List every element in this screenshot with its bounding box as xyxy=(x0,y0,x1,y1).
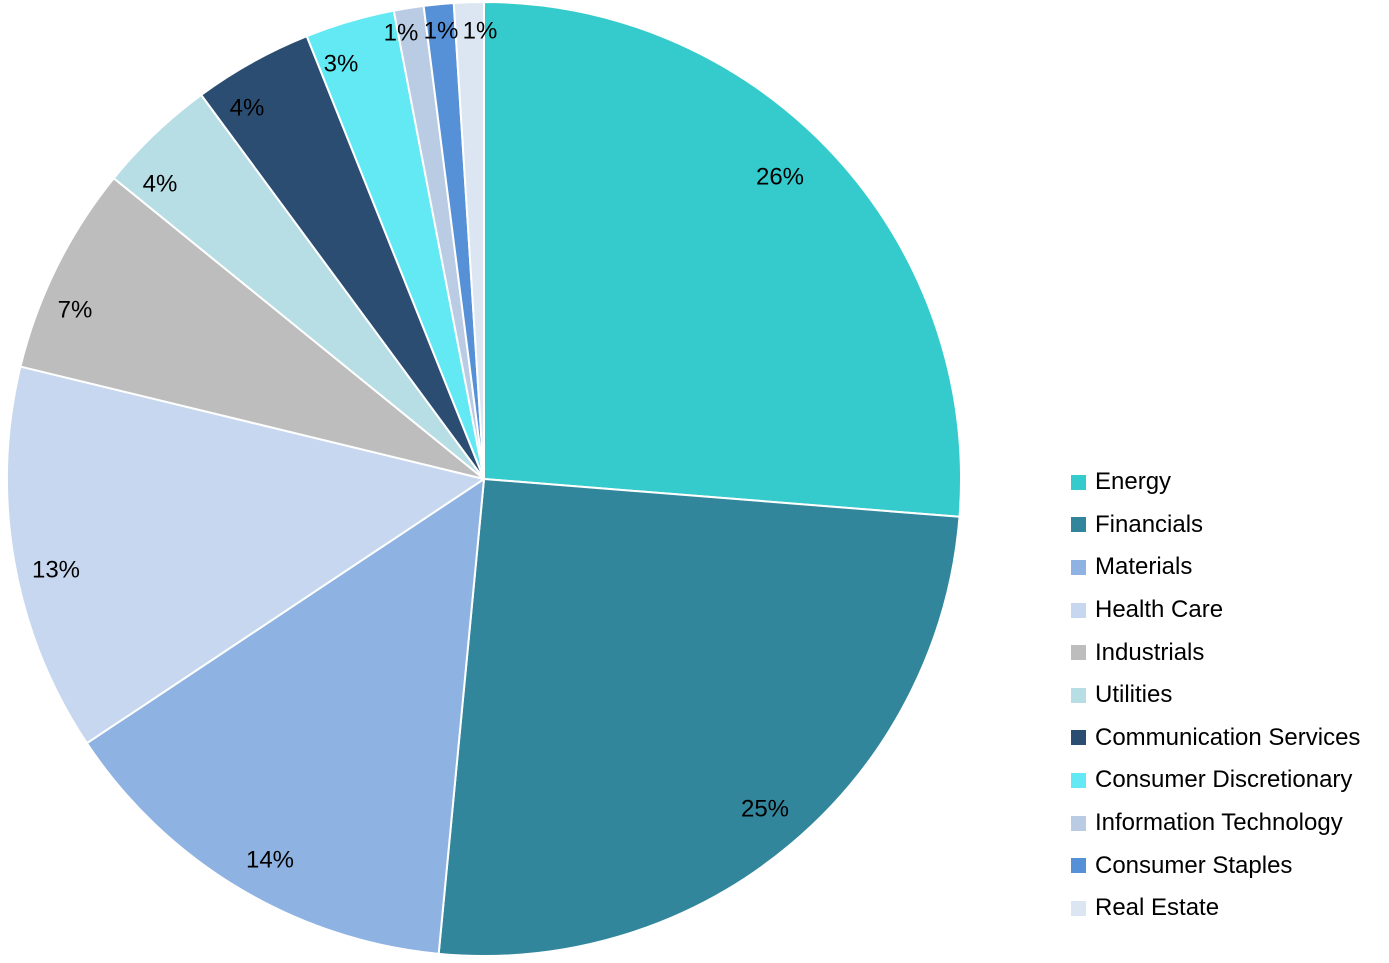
pie-slice-real-estate xyxy=(452,1,485,480)
legend-swatch xyxy=(1071,815,1086,831)
pie-slice-health-care xyxy=(6,365,485,745)
legend-item-real-estate: Real Estate xyxy=(1071,887,1389,930)
legend-item-consumer-staples: Consumer Staples xyxy=(1071,844,1389,887)
data-label-communication-services: 4% xyxy=(230,95,265,122)
legend-item-energy: Energy xyxy=(1071,461,1389,504)
data-label-materials: 14% xyxy=(246,847,294,874)
legend-item-communication-services: Communication Services xyxy=(1071,717,1389,760)
legend-item-materials: Materials xyxy=(1071,546,1389,589)
legend-label: Energy xyxy=(1095,468,1172,496)
legend-label: Materials xyxy=(1095,553,1193,581)
legend-label: Information Technology xyxy=(1095,809,1343,837)
legend-item-information-technology: Information Technology xyxy=(1071,802,1389,845)
data-label-health-care: 13% xyxy=(32,557,80,584)
pie-slice-industrials xyxy=(19,177,485,480)
legend-swatch xyxy=(1071,772,1086,788)
pie-slice-materials xyxy=(85,478,485,955)
data-label-information-technology: 1% xyxy=(384,20,419,47)
legend-swatch xyxy=(1071,687,1086,703)
legend-swatch xyxy=(1071,602,1086,618)
legend-swatch xyxy=(1071,858,1086,874)
legend-item-consumer-discretionary: Consumer Discretionary xyxy=(1071,759,1389,802)
legend-item-industrials: Industrials xyxy=(1071,631,1389,674)
legend-swatch xyxy=(1071,517,1086,533)
legend-swatch xyxy=(1071,559,1086,575)
legend-label: Industrials xyxy=(1095,638,1205,666)
legend-label: Consumer Staples xyxy=(1095,851,1293,879)
legend-label: Communication Services xyxy=(1095,723,1361,751)
data-label-financials: 25% xyxy=(741,796,789,823)
legend-label: Financials xyxy=(1095,510,1204,538)
legend-label: Health Care xyxy=(1095,596,1224,624)
legend-swatch xyxy=(1071,900,1086,916)
data-label-consumer-discretionary: 3% xyxy=(324,51,359,78)
data-label-energy: 26% xyxy=(756,164,804,191)
pie-slice-financials xyxy=(437,478,961,957)
pie-slice-energy xyxy=(483,1,962,518)
data-label-consumer-staples: 1% xyxy=(424,18,459,45)
legend-label: Real Estate xyxy=(1095,894,1220,922)
pie-data-labels: 26%25%14%13%7%4%4%3%1% 1% 1% xyxy=(32,18,804,874)
data-label-utilities: 4% xyxy=(143,171,178,198)
legend-label: Utilities xyxy=(1095,681,1173,709)
data-label-real-estate: 1% xyxy=(463,18,498,45)
data-label-industrials: 7% xyxy=(58,297,93,324)
legend-item-utilities: Utilities xyxy=(1071,674,1389,717)
legend-swatch xyxy=(1071,730,1086,746)
chart-legend: Energy Financials Materials Health Care Indu… xyxy=(1071,461,1389,930)
legend-item-financials: Financials xyxy=(1071,504,1389,547)
legend-swatch xyxy=(1071,474,1086,490)
legend-label: Consumer Discretionary xyxy=(1095,766,1353,794)
legend-swatch xyxy=(1071,645,1086,661)
pie-slices xyxy=(6,1,962,957)
legend-item-health-care: Health Care xyxy=(1071,589,1389,632)
